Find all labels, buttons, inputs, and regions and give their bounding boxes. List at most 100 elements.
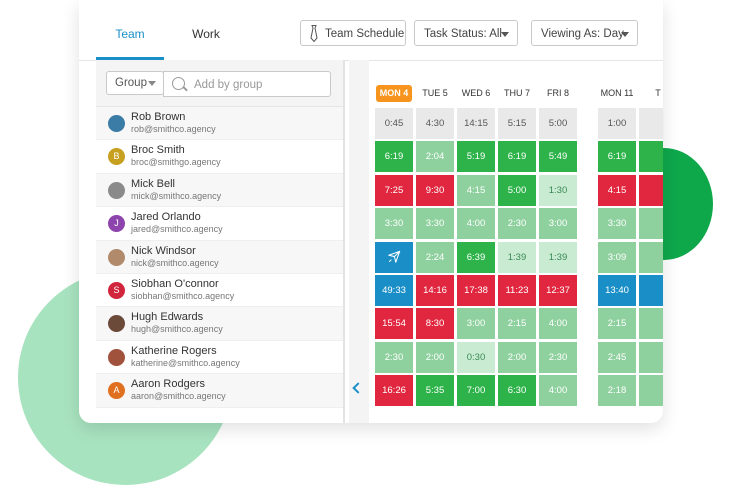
schedule-grid: MON 4 TUE 5 WED 6 THU 7 FRI 8 MON 11 T 0:45 4:30… [369,60,663,423]
schedule-cell[interactable]: 49:33 [375,275,413,306]
schedule-cell[interactable]: 3:09 [598,241,636,273]
schedule-cell[interactable]: 3:30 [598,208,636,240]
schedule-cell[interactable]: 17:38 [457,275,495,306]
schedule-cell[interactable]: 1:39 [498,241,536,273]
list-item[interactable]: Hugh Edwards hugh@smithco.agency [96,307,343,341]
schedule-cell[interactable]: 3:30 [375,208,413,240]
schedule-cell[interactable]: 13:40 [598,275,636,306]
list-item[interactable]: J Jared Orlando jared@smithco.agency [96,207,343,241]
schedule-cell[interactable]: 2:04 [416,141,454,173]
person-name: Aaron Rodgers [131,378,205,391]
schedule-cell[interactable]: 5:35 [416,375,454,407]
schedule-cell[interactable]: 3:30 [416,208,454,240]
schedule-cell[interactable]: 7:00 [457,375,495,407]
schedule-cell[interactable]: 3:00 [539,208,577,240]
schedule-cell[interactable] [639,174,663,206]
schedule-cell[interactable]: 6:30 [498,375,536,407]
schedule-cell[interactable]: 2:15 [598,308,636,340]
schedule-cell[interactable] [639,108,663,139]
schedule-cell[interactable] [639,241,663,273]
tab-work[interactable]: Work [192,27,220,41]
list-item[interactable]: B Broc Smith broc@smithgo.agency [96,140,343,174]
schedule-cell[interactable]: 2:30 [498,208,536,240]
filter-bar: Group [96,60,343,107]
schedule-cell[interactable]: 4:15 [598,174,636,206]
avatar: J [108,215,125,233]
schedule-cell[interactable]: 15:54 [375,308,413,340]
schedule-cell[interactable]: 6:19 [498,141,536,173]
schedule-cell[interactable] [639,208,663,240]
schedule-cell[interactable]: 9:30 [416,174,454,206]
chevron-down-icon [621,32,629,37]
schedule-cell[interactable]: 8:30 [416,308,454,340]
schedule-cell[interactable]: 5:00 [498,174,536,206]
task-status-label: Task Status: All [424,28,502,40]
schedule-cell[interactable]: 12:37 [539,275,577,306]
schedule-cell[interactable]: 6:39 [457,241,495,273]
schedule-cell[interactable]: 2:00 [498,341,536,373]
list-item[interactable]: A Aaron Rodgers aaron@smithco.agency [96,374,343,408]
viewing-as-dropdown[interactable]: Viewing As: Day [531,20,638,46]
schedule-cell[interactable]: 14:16 [416,275,454,306]
schedule-cell[interactable]: 4:15 [457,174,495,206]
schedule-cell[interactable]: 11:23 [498,275,536,306]
schedule-cell[interactable] [639,141,663,173]
schedule-cell[interactable]: 1:39 [539,241,577,273]
avatar: A [108,382,125,400]
schedule-cell[interactable]: 2:30 [375,341,413,373]
schedule-cell[interactable] [639,341,663,373]
list-item[interactable]: Rob Brown rob@smithco.agency [96,107,343,141]
schedule-cell[interactable]: 6:19 [375,141,413,173]
schedule-cell[interactable]: 14:15 [457,108,495,139]
person-email: broc@smithgo.agency [131,157,221,168]
schedule-cell[interactable]: 2:00 [416,341,454,373]
schedule-cell[interactable]: 5:15 [498,108,536,139]
schedule-cell[interactable]: 1:30 [539,174,577,206]
schedule-cell[interactable]: 5:19 [457,141,495,173]
schedule-cell[interactable]: 4:00 [457,208,495,240]
team-schedule-button[interactable]: Team Schedule [300,20,406,46]
schedule-cell[interactable]: 5:49 [539,141,577,173]
day-header: MON 4 [376,85,412,102]
group-search-input[interactable] [192,75,326,95]
schedule-cell[interactable]: 2:15 [498,308,536,340]
schedule-cell[interactable]: 2:18 [598,375,636,407]
schedule-cell[interactable] [375,241,413,273]
person-name: Rob Brown [131,111,186,123]
schedule-cell[interactable]: 3:00 [457,308,495,340]
schedule-cell[interactable]: 1:00 [598,108,636,139]
schedule-cell[interactable]: 16:26 [375,375,413,407]
schedule-cell[interactable]: 0:30 [457,341,495,373]
airplane-icon [388,250,401,263]
chevron-down-icon [148,81,156,86]
schedule-cell[interactable] [639,375,663,407]
people-list: Rob Brown rob@smithco.agency B Broc Smith br… [96,107,343,408]
list-item[interactable]: S Siobhan O'connor siobhan@smithco.agency [96,274,343,308]
top-bar: Team Work Team Schedule Task Status: All… [79,0,663,61]
group-search[interactable] [163,71,331,97]
task-status-dropdown[interactable]: Task Status: All [414,20,518,46]
person-email: katherine@smithco.agency [131,357,240,368]
schedule-cell[interactable]: 5:00 [539,108,577,139]
avatar [108,248,125,266]
schedule-cell[interactable]: 4:00 [539,308,577,340]
list-item[interactable]: Mick Bell mick@smithco.agency [96,173,343,208]
tab-team[interactable]: Team [96,12,164,60]
list-item[interactable]: Nick Windsor nick@smithco.agency [96,240,343,274]
schedule-cell[interactable]: 0:45 [375,108,413,139]
chevron-down-icon [501,32,509,37]
schedule-cell[interactable]: 4:30 [416,108,454,139]
list-item[interactable]: Katherine Rogers katherine@smithco.agency [96,341,343,375]
schedule-cell[interactable]: 2:30 [539,341,577,373]
group-dropdown[interactable]: Group [106,71,164,95]
schedule-cell[interactable]: 7:25 [375,174,413,206]
schedule-cell[interactable]: 2:45 [598,341,636,373]
schedule-cell[interactable]: 2:24 [416,241,454,273]
schedule-cell[interactable]: 4:00 [539,375,577,407]
schedule-cell[interactable] [639,275,663,306]
person-email: jared@smithco.agency [131,224,223,235]
chevron-left-icon[interactable] [352,382,364,394]
schedule-cell[interactable] [639,308,663,340]
schedule-cell[interactable]: 6:19 [598,141,636,173]
